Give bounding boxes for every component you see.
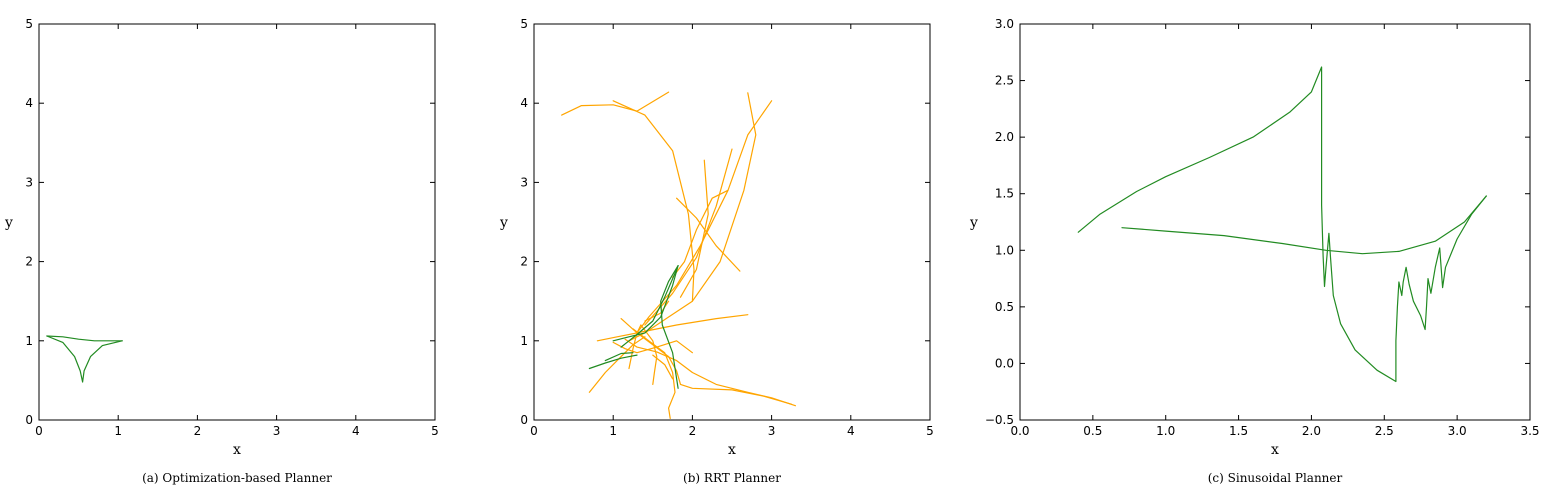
y-tick-label: 0.0 <box>995 356 1014 370</box>
panel-caption: (c) Sinusoidal Planner <box>1208 471 1343 485</box>
series-line-5 <box>644 148 733 326</box>
x-tick-label: 1 <box>609 424 617 438</box>
series-line-13 <box>624 338 796 407</box>
y-tick-label: 2.5 <box>995 74 1014 88</box>
series-line-7 <box>676 197 741 272</box>
series-line-23 <box>620 268 678 348</box>
x-tick-label: 5 <box>431 424 439 438</box>
y-tick-label: 0.5 <box>995 300 1014 314</box>
y-tick-label: 0 <box>25 413 33 427</box>
x-tick-label: 3 <box>768 424 776 438</box>
x-axis-label: x <box>728 442 736 458</box>
chart-panel-3: 0.0 0.5 1.0 1.5 2.0 2.5 3.0 3.5−0.50.00.51.01.5… <box>969 17 1540 485</box>
plot-frame <box>1019 23 1531 421</box>
x-tick-label: 3.0 <box>1448 424 1467 438</box>
y-tick-label: 0 <box>520 413 528 427</box>
x-axis-label: x <box>1271 442 1279 458</box>
series-line-2 <box>1121 195 1487 255</box>
series-line-15 <box>628 324 642 370</box>
plot-frame <box>38 23 436 421</box>
panel-caption: (b) RRT Planner <box>683 471 781 485</box>
y-tick-label: 1 <box>520 334 528 348</box>
x-tick-label: 4 <box>352 424 360 438</box>
y-tick-label: 5 <box>25 17 33 31</box>
series-line-16 <box>588 336 646 393</box>
x-tick-label: 0 <box>35 424 43 438</box>
x-axis-label: x <box>233 442 241 458</box>
x-tick-label: 2 <box>194 424 202 438</box>
y-tick-label: 4 <box>520 96 528 110</box>
y-tick-label: 2 <box>520 255 528 269</box>
series-line-2 <box>612 100 695 302</box>
series-line-20 <box>604 352 634 362</box>
series-line-11 <box>632 328 676 419</box>
x-tick-label: 1.5 <box>1229 424 1248 438</box>
plot-frame <box>533 23 931 421</box>
x-tick-label: 0.0 <box>1010 424 1029 438</box>
y-tick-label: 2 <box>25 255 33 269</box>
y-tick-label: 1.5 <box>995 187 1014 201</box>
series-line-22 <box>660 265 679 389</box>
y-tick-label: 1 <box>25 334 33 348</box>
y-tick-label: 2.0 <box>995 130 1014 144</box>
series-line-19 <box>588 354 638 370</box>
x-tick-label: 2.5 <box>1375 424 1394 438</box>
series-line-1 <box>46 335 123 383</box>
y-tick-label: 3 <box>520 175 528 189</box>
series-line-4 <box>636 100 773 334</box>
chart-panel-1: 0 1 2 3 4 5 0 1 2 3 4 5 x y (a) Optimization-based Pla… <box>4 17 439 485</box>
series-line-21 <box>612 265 679 342</box>
x-tick-label: 2 <box>689 424 697 438</box>
y-tick-label: 1.0 <box>995 243 1014 257</box>
series-line-9 <box>596 314 749 342</box>
x-tick-label: 0.5 <box>1083 424 1102 438</box>
series-line-10 <box>620 318 792 405</box>
series-line-2 <box>46 335 123 342</box>
series-line-8 <box>672 189 729 278</box>
series-line-1 <box>1077 66 1487 383</box>
chart-panel-2: 0 1 2 3 4 5 0 1 2 3 4 5 x y (b) RRT Planner <box>499 17 934 485</box>
y-axis-label: y <box>969 215 978 231</box>
series-line-6 <box>679 159 709 298</box>
x-tick-label: 4 <box>847 424 855 438</box>
x-tick-label: 1.0 <box>1156 424 1175 438</box>
y-tick-label: 4 <box>25 96 33 110</box>
y-tick-label: −0.5 <box>985 413 1014 427</box>
x-tick-label: 5 <box>926 424 934 438</box>
series-line-17 <box>644 300 670 322</box>
y-axis-label: y <box>4 215 13 231</box>
x-tick-label: 1 <box>114 424 122 438</box>
y-tick-label: 3.0 <box>995 17 1014 31</box>
series-line-1 <box>561 91 670 116</box>
x-tick-label: 3.5 <box>1520 424 1539 438</box>
series-line-14 <box>612 340 693 354</box>
panel-caption: (a) Optimization-based Planner <box>142 471 332 485</box>
x-tick-label: 0 <box>530 424 538 438</box>
y-tick-label: 3 <box>25 175 33 189</box>
y-tick-label: 5 <box>520 17 528 31</box>
y-axis-label: y <box>499 215 508 231</box>
series-line-12 <box>640 324 658 385</box>
x-tick-label: 3 <box>273 424 281 438</box>
x-tick-label: 2.0 <box>1302 424 1321 438</box>
series-line-18 <box>652 354 674 380</box>
series-line-3 <box>628 92 757 342</box>
